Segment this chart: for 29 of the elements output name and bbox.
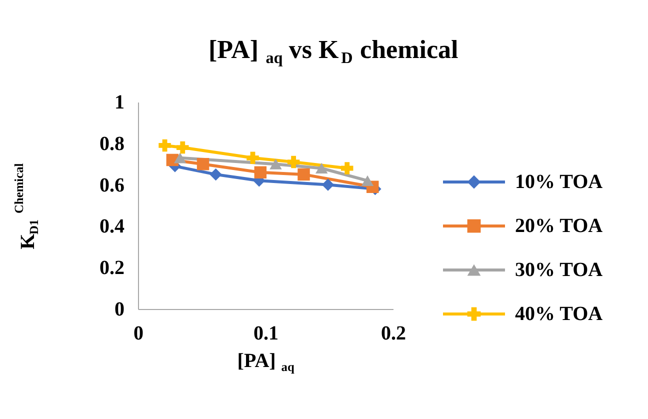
point	[322, 178, 334, 191]
point	[315, 162, 328, 174]
point	[158, 139, 171, 152]
y-tick-label: 0.2	[100, 257, 124, 280]
point	[287, 156, 300, 168]
y-tick-label: 0	[114, 298, 124, 320]
x-tick-label: 0.1	[254, 322, 278, 344]
point	[210, 168, 222, 181]
y-tick-label: 0.4	[100, 216, 124, 238]
point	[196, 158, 210, 170]
x-tick-label: 0.2	[381, 322, 406, 344]
y-tick-label: 0.8	[100, 132, 124, 155]
x-axis-title: [PA]aq	[237, 350, 294, 374]
legend-label: 20% TOA	[515, 215, 604, 237]
y-tick-label: 1	[114, 92, 124, 114]
point	[298, 168, 310, 181]
point	[176, 141, 189, 154]
legend-label: 10% TOA	[515, 171, 604, 193]
legend-label: 30% TOA	[515, 259, 604, 281]
point	[254, 166, 267, 179]
point	[174, 152, 186, 164]
legend-label: 40% TOA	[515, 303, 604, 325]
point	[361, 175, 374, 186]
point	[340, 162, 354, 174]
point	[246, 152, 259, 164]
y-axis-title: KD1 Chemical	[12, 162, 41, 250]
y-tick-label: 0.6	[100, 174, 124, 196]
x-tick-label: 0	[134, 322, 144, 344]
point	[270, 158, 282, 170]
